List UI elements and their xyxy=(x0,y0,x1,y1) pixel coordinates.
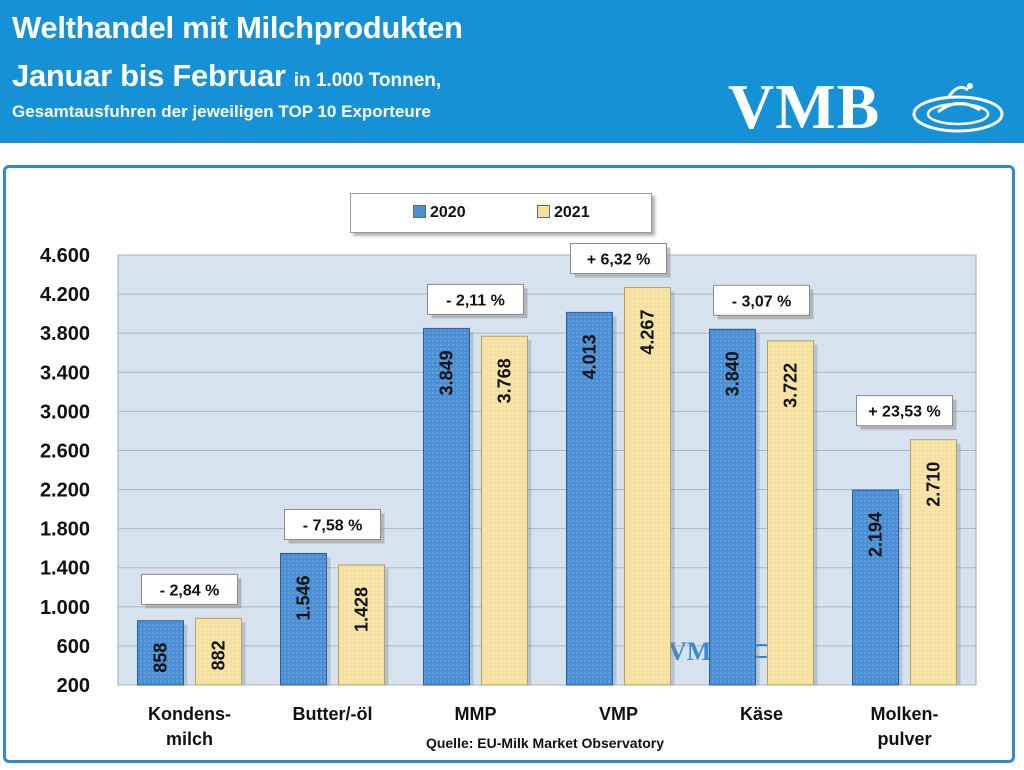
bar-value-label-2020: 4.013 xyxy=(580,334,600,379)
bar-value-label-2021: 882 xyxy=(209,640,229,670)
vmb-logo: VMB xyxy=(728,71,881,142)
bar-value-label-2021: 3.722 xyxy=(781,363,801,408)
change-badge xyxy=(713,284,810,316)
legend-item-2021: 2021 xyxy=(537,204,590,222)
bar-2021 xyxy=(338,564,385,686)
change-label: - 2,11 % xyxy=(446,292,505,309)
page-description: Gesamtausfuhren der jeweiligen TOP 10 Ex… xyxy=(12,102,431,121)
bar-2021 xyxy=(910,439,957,686)
y-tick-label: 3.000 xyxy=(40,401,90,423)
unit-label: in 1.000 Tonnen, xyxy=(293,70,442,91)
y-tick-label: 200 xyxy=(57,675,90,697)
page-title: Welthandel mit Milchprodukten xyxy=(12,10,463,45)
bar-2020 xyxy=(280,552,327,686)
source-note: Quelle: EU-Milk Market Observatory xyxy=(426,735,664,751)
change-label: + 6,32 % xyxy=(587,252,651,269)
bar-2021 xyxy=(767,340,814,686)
category-label: VMP xyxy=(599,704,638,724)
y-tick-label: 4.200 xyxy=(40,284,90,306)
y-tick-label: 3.800 xyxy=(40,323,90,345)
change-label: - 3,07 % xyxy=(732,293,792,310)
period-label: Januar bis Februar xyxy=(12,58,286,93)
chart-legend: 2020 2021 xyxy=(350,193,652,233)
bar-2020 xyxy=(709,328,756,686)
change-badge xyxy=(141,573,238,605)
y-tick-label: 600 xyxy=(57,636,90,658)
legend-label-2021: 2021 xyxy=(554,204,590,221)
category-label: MMP xyxy=(455,704,497,724)
category-label: pulver xyxy=(877,729,931,749)
bar-value-label-2021: 1.428 xyxy=(352,587,372,632)
bar-value-label-2020: 2.194 xyxy=(866,512,886,557)
vmb-logo-icon xyxy=(912,83,1004,133)
y-tick-label: 2.200 xyxy=(40,480,90,502)
category-label: Butter/-öl xyxy=(293,704,373,724)
bar-value-label-2020: 3.840 xyxy=(723,351,743,396)
change-badge xyxy=(427,283,524,315)
y-tick-label: 2.600 xyxy=(40,440,90,462)
bar-2021 xyxy=(624,287,671,686)
plot-area xyxy=(117,254,977,686)
bar-value-label-2020: 3.849 xyxy=(437,350,457,395)
bar-value-label-2021: 2.710 xyxy=(924,462,944,507)
change-label: - 2,84 % xyxy=(160,582,220,599)
bar-2020 xyxy=(137,620,184,686)
bar-2020 xyxy=(566,311,613,686)
change-badge xyxy=(284,508,381,540)
bar-value-label-2021: 4.267 xyxy=(638,310,658,355)
category-label: milch xyxy=(166,729,213,749)
legend-swatch-2021 xyxy=(537,205,550,218)
y-tick-label: 1.800 xyxy=(40,519,90,541)
y-tick-label: 1.000 xyxy=(40,597,90,619)
y-tick-label: 3.400 xyxy=(40,362,90,384)
bar-2021 xyxy=(481,335,528,686)
legend-item-2020: 2020 xyxy=(413,204,466,222)
bar-value-label-2021: 3.768 xyxy=(495,358,515,403)
change-label: + 23,53 % xyxy=(868,404,941,421)
bar-2020 xyxy=(423,327,470,686)
bar-2021 xyxy=(195,617,242,686)
change-badge xyxy=(856,395,953,427)
category-label: Molken- xyxy=(870,704,938,724)
category-label: Kondens- xyxy=(148,704,231,724)
y-tick-label: 1.400 xyxy=(40,558,90,580)
legend-swatch-2020 xyxy=(413,205,426,218)
header-banner: Welthandel mit Milchprodukten Januar bis… xyxy=(0,0,1024,143)
change-badge xyxy=(570,243,667,275)
bar-value-label-2020: 1.546 xyxy=(294,575,314,620)
y-tick-label: 4.600 xyxy=(40,245,90,267)
category-label: Käse xyxy=(740,704,783,724)
legend-label-2020: 2020 xyxy=(430,204,466,221)
bar-2020 xyxy=(852,489,899,686)
change-label: - 7,58 % xyxy=(303,517,363,534)
bar-value-label-2020: 858 xyxy=(151,643,171,673)
period-line: Januar bis Februar in 1.000 Tonnen, xyxy=(12,58,441,94)
